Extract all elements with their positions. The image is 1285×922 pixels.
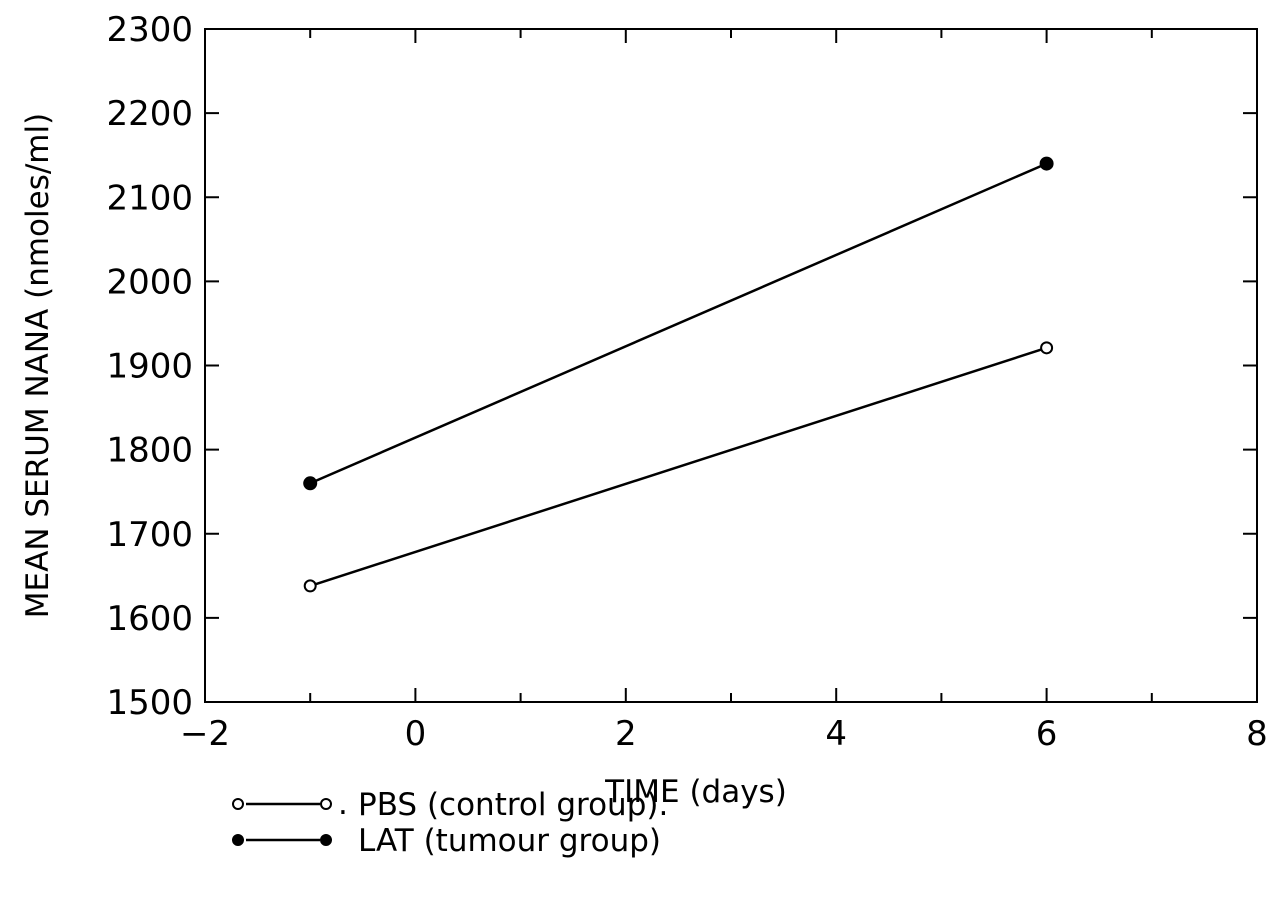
y-tick-label: 2100 <box>106 178 193 218</box>
plot-frame <box>204 28 1258 703</box>
y-tick-label: 2000 <box>106 262 193 302</box>
legend-marker-right <box>320 834 332 846</box>
series-line <box>309 162 1048 485</box>
x-tick-label: 4 <box>825 714 847 754</box>
x-axis-title: TIME (days) <box>604 774 787 810</box>
x-tick-label: 0 <box>405 714 427 754</box>
legend-label: LAT (tumour group) <box>358 823 661 859</box>
legend-marker-left <box>232 834 244 846</box>
y-axis-title: MEAN SERUM NANA (nmoles/ml) <box>20 113 56 618</box>
y-tick-label: 1500 <box>106 683 193 723</box>
legend-label: PBS (control group). <box>358 787 668 823</box>
data-point-open <box>303 579 317 593</box>
y-tick-label: 1700 <box>106 515 193 555</box>
data-point-filled <box>1039 156 1054 171</box>
data-point-filled <box>303 476 318 491</box>
x-tick-label: −2 <box>180 714 230 754</box>
legend: . PBS (control group).LAT (tumour group) <box>232 786 668 859</box>
data-point-open <box>1040 341 1054 355</box>
axes: 1500 1600 1700 1800 1900 2000 2100 2200 2300 −2 0 2… <box>106 10 1267 754</box>
x-tick-label: 8 <box>1246 714 1268 754</box>
y-tick-label: 2300 <box>106 10 193 50</box>
legend-prefix: . <box>338 786 348 822</box>
x-tick-label: 6 <box>1036 714 1058 754</box>
legend-marker-right <box>320 798 332 810</box>
y-tick-label: 1800 <box>106 431 193 471</box>
plot-area <box>303 156 1054 593</box>
series-line <box>309 346 1047 588</box>
x-tick-label: 2 <box>615 714 637 754</box>
y-tick-label: 1900 <box>106 347 193 387</box>
y-tick-label: 1600 <box>106 599 193 639</box>
legend-marker-left <box>232 798 244 810</box>
y-tick-label: 2200 <box>106 94 193 134</box>
